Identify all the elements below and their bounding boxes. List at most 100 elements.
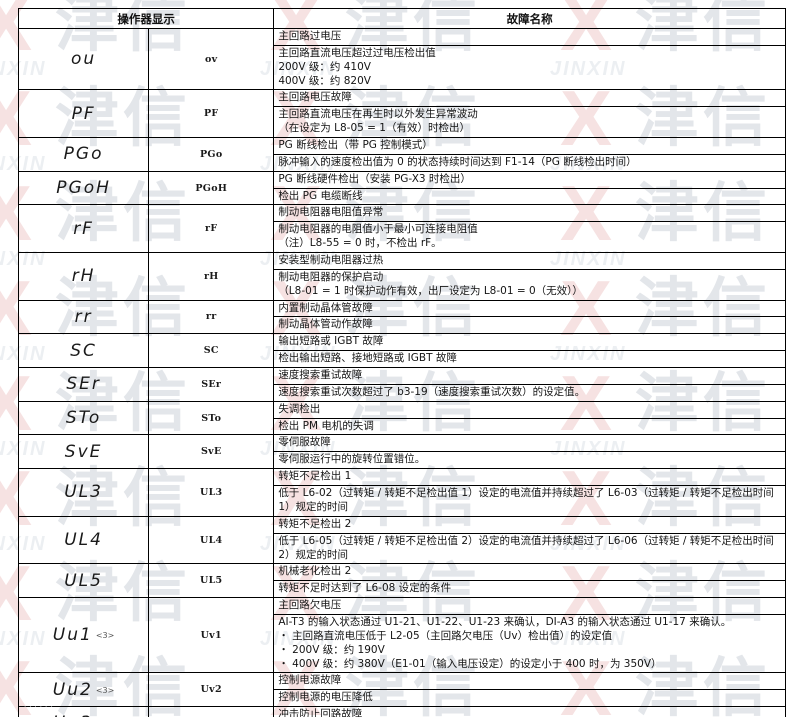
table-row: ou ov 主回路过电压 [17,27,786,91]
fault-code-cell: SC [148,333,275,369]
fault-detail-cell: 检出 PG 电缆断线 [273,187,786,206]
keypad-display-cell: SEr [17,367,150,402]
fault-detail-line: 低于 L6-02（过转矩 / 转矩不足检出值 1）设定的电流值并持续超过了 L6… [278,487,774,513]
fault-detail-line: 检出输出短路、接地短路或 IGBT 故障 [278,352,457,365]
fault-title-cell: 速度搜索重试故障 [273,367,786,385]
fault-detail-cell: 零伺服运行中的旋转位置错位。 [273,451,786,470]
fault-detail-line: 脉冲输入的速度检出值为 0 的状态持续时间达到 F1-14（PG 断线检出时间） [278,155,637,168]
fault-detail-cell: AI-T3 的输入状态通过 U1-21、U1-22、U1-23 来确认，DI-A… [273,613,786,674]
keypad-display-cell: SvE [17,434,150,470]
fault-detail-line: ・ 400V 级：约 380V（E1-01（输入电压设定）的设定小于 400 时… [278,657,662,670]
keypad-display-text: Uu2 [52,679,93,700]
fault-detail-line: 控制电源的电压降低 [278,691,373,704]
keypad-display-text: UL3 [64,482,103,503]
keypad-display-text: UL4 [64,530,103,551]
table-row-detail: 低于 L6-02（过转矩 / 转矩不足检出值 1）设定的电流值并持续超过了 L6… [19,485,786,517]
fault-detail-line: ・ 200V 级：约 190V [278,643,385,656]
header-keypad-display: 操作器显示 [17,8,275,29]
fault-detail-line: （在设定为 L8-05 = 1（有效）时检出） [278,122,470,135]
table-header-row: 操作器显示 故障名称 [17,8,786,29]
keypad-display-cell: rr [17,299,150,335]
fault-detail-line: 制动电阻器的电阻值小于最小可连接电阻值 [278,223,478,236]
fault-detail-cell: 制动电阻器的保护启动 （L8-01 = 1 时保护动作有效，出厂设定为 L8-01… [273,268,786,301]
fault-detail-line: 速度搜索重试次数超过了 b3-19（速度搜索重试次数）的设定值。 [278,385,586,398]
table-row: Uu3<3>Uv3冲击防止回路故障 [17,706,786,717]
table-row: UL3 UL3 转矩不足检出 1 [17,468,786,517]
keypad-display-text: PGoH [56,178,111,199]
table-row: PGo PGo PG 断线检出（带 PG 控制模式） [17,137,786,172]
fault-code-cell: PGo [148,137,275,172]
fault-title-cell: 转矩不足检出 1 [273,468,786,487]
table-row: SEr SEr 速度搜索重试故障 [17,367,786,402]
fault-code-cell: Uv1 [148,597,275,674]
fault-detail-cell: 脉冲输入的速度检出值为 0 的状态持续时间达到 F1-14（PG 断线检出时间） [273,153,786,172]
fault-code-cell: rr [148,299,275,335]
fault-code-sheet: 操作器显示 故障名称 ou ov 主回路过电压 主回路直流电压超过过电压检出值 200V… [17,8,786,717]
fault-detail-line: ・ 主回路直流电压低于 L2-05（主回路欠电压（Uv）检出值）的设定值 [278,629,613,642]
table-row: rF rF 制动电阻器电阻值异常 [17,204,786,254]
keypad-display-text: SC [70,340,97,361]
table-row-detail: 主回路直流电压在再生时以外发生异常波动 （在设定为 L8-05 = 1（有效）时检… [19,106,786,139]
fault-title-cell: PG 断线检出（带 PG 控制模式） [273,137,786,155]
keypad-display-cell: Uu1 <3> [17,597,150,674]
keypad-display-cell: STo [17,400,150,436]
fault-title-cell: PG 断线硬件检出（安装 PG-X3 时检出） [273,170,786,189]
keypad-display-cell: UL4 [17,515,150,565]
keypad-display-cell: rF [17,204,150,254]
fault-code-cell: PGoH [148,170,275,206]
fault-detail-line: AI-T3 的输入状态通过 U1-21、U1-22、U1-23 来确认，DI-A… [278,615,732,628]
fault-detail-cell: 主回路直流电压在再生时以外发生异常波动 （在设定为 L8-05 = 1（有效）时检… [273,106,786,139]
fault-detail-cell: 低于 L6-05（过转矩 / 转矩不足检出值 2）设定的电流值并持续超过了 L6… [273,532,786,565]
fault-title-cell: 转矩不足检出 2 [273,515,786,534]
fault-detail-cell: 制动电阻器的电阻值小于最小可连接电阻值 （注）L8-55 = 0 时，不检出 rF… [273,221,786,254]
keypad-display-text: STo [65,408,102,429]
table-row: PF PF 主回路电压故障 [17,89,786,139]
fault-title-cell: 零伺服故障 [273,434,786,453]
fault-detail-line: 零伺服运行中的旋转位置错位。 [278,453,426,466]
keypad-display-cell: UL5 [17,563,150,599]
keypad-display-text: PF [71,103,96,124]
keypad-display-cell: rH [17,252,150,301]
table-row-detail: 制动电阻器的保护启动 （L8-01 = 1 时保护动作有效，出厂设定为 L8-01… [19,268,786,301]
table-body: ou ov 主回路过电压 主回路直流电压超过过电压检出值 200V 级：约 410V 40… [17,27,786,717]
table-row: rH rH 安装型制动电阻器过热 [17,252,786,301]
fault-title-cell: 主回路电压故障 [273,89,786,108]
fault-detail-cell: 检出输出短路、接地短路或 IGBT 故障 [273,350,786,369]
fault-detail-line: （注）L8-55 = 0 时，不检出 rF。 [278,237,442,250]
fault-code-cell: UL5 [148,563,275,599]
keypad-display-text: UL5 [64,570,103,591]
footnote-strip: · · · · · · [24,703,53,711]
table-row: PGoH PGoH PG 断线硬件检出（安装 PG-X3 时检出） [17,170,786,206]
fault-code-cell: STo [148,400,275,436]
fault-code-cell: UL3 [148,468,275,517]
fault-title-cell: 失调检出 [273,400,786,419]
table-row-detail: 主回路直流电压超过过电压检出值 200V 级：约 410V 400V 级：约 820… [19,44,786,91]
fault-detail-cell: 速度搜索重试次数超过了 b3-19（速度搜索重试次数）的设定值。 [273,383,786,402]
keypad-display-cell: ou [17,27,150,91]
fault-detail-cell: 制动晶体管动作故障 [273,316,786,335]
table-row: UL4 UL4 转矩不足检出 2 [17,515,786,565]
keypad-display-cell: PGo [17,137,150,172]
fault-title-cell: 冲击防止回路故障 [273,706,786,717]
fault-code-cell: SEr [148,367,275,402]
fault-detail-cell: 检出 PM 电机的失调 [273,417,786,436]
table-row-detail: 低于 L6-05（过转矩 / 转矩不足检出值 2）设定的电流值并持续超过了 L6… [19,532,786,565]
keypad-display-text: rH [71,266,96,287]
fault-detail-line: 主回路直流电压在再生时以外发生异常波动 [278,108,478,121]
table-row-detail: 制动电阻器的电阻值小于最小可连接电阻值 （注）L8-55 = 0 时，不检出 rF… [19,221,786,254]
footnote-marker: <3> [95,685,115,695]
fault-code-cell: SvE [148,434,275,470]
keypad-display-text: Uu1 [52,625,93,646]
keypad-display-cell: PF [17,89,150,139]
fault-detail-line: 制动电阻器的保护启动 [278,270,384,283]
keypad-display-text: rr [74,306,93,327]
table-row-detail: AI-T3 的输入状态通过 U1-21、U1-22、U1-23 来确认，DI-A… [19,613,786,674]
keypad-display-text: PGo [63,144,104,165]
fault-detail-cell: 主回路直流电压超过过电压检出值 200V 级：约 410V 400V 级：约 820… [273,44,786,91]
keypad-display-cell: Uu2 <3> [17,672,150,708]
keypad-display-cell: PGoH [17,170,150,206]
fault-code-cell: rF [148,204,275,254]
fault-code-cell: rH [148,252,275,301]
table-row-detail: 速度搜索重试次数超过了 b3-19（速度搜索重试次数）的设定值。 [19,383,786,402]
fault-code-table: 操作器显示 故障名称 ou ov 主回路过电压 主回路直流电压超过过电压检出值 200V… [17,8,786,717]
